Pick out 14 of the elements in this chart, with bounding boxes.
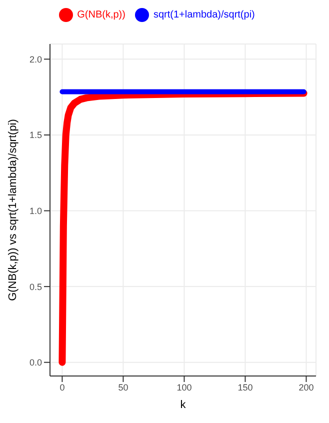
x-tick-label: 100 — [176, 382, 192, 392]
legend-label: sqrt(1+lambda)/sqrt(pi) — [153, 10, 255, 21]
y-tick-label: 0.5 — [29, 282, 42, 292]
x-axis-title: k — [180, 399, 186, 411]
legend-label: G(NB(k,p)) — [77, 10, 126, 21]
y-tick-label: 0.0 — [29, 358, 42, 368]
x-tick-label: 0 — [60, 382, 65, 392]
y-axis-title: G(NB(k,p)) vs sqrt(1+lambda)/sqrt(pi) — [6, 119, 19, 301]
x-tick-label: 150 — [238, 382, 253, 392]
y-tick-label: 1.0 — [29, 206, 42, 216]
y-tick-label: 1.5 — [29, 130, 42, 140]
x-tick-label: 200 — [298, 382, 314, 392]
y-tick-label: 2.0 — [29, 54, 42, 64]
x-tick-label: 50 — [118, 382, 128, 392]
